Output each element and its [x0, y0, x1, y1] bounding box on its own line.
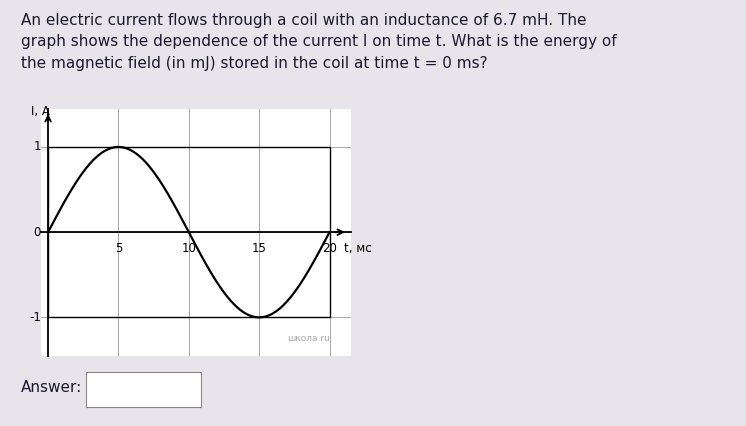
Text: Answer:: Answer:	[21, 380, 82, 395]
Bar	[48, 147, 330, 317]
Text: 10: 10	[181, 242, 196, 256]
Text: -1: -1	[29, 311, 41, 324]
Text: An electric current flows through a coil with an inductance of 6.7 mH. The
graph: An electric current flows through a coil…	[21, 13, 616, 71]
Text: 1: 1	[34, 141, 41, 153]
Text: 5: 5	[115, 242, 122, 256]
Text: t, мс: t, мс	[344, 242, 372, 256]
Text: 20: 20	[322, 242, 337, 256]
Text: 15: 15	[251, 242, 266, 256]
Text: I, A: I, A	[31, 105, 50, 118]
Text: школа.ru: школа.ru	[287, 334, 330, 343]
Text: 0: 0	[34, 226, 41, 239]
